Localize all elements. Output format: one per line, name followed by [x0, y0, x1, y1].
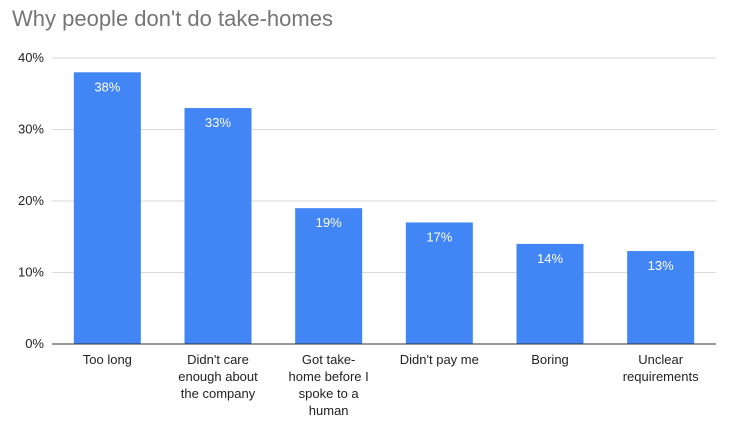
data-label: 33% — [205, 115, 231, 130]
x-tick-label: spoke to a — [299, 386, 360, 401]
x-tick-label: Got take- — [302, 352, 355, 367]
data-label: 13% — [648, 258, 674, 273]
y-tick-label: 20% — [18, 193, 44, 208]
x-tick-label: requirements — [623, 369, 699, 384]
bar — [627, 251, 695, 344]
x-tick-label: human — [309, 403, 349, 418]
y-tick-label: 30% — [18, 122, 44, 137]
x-tick-label: home before I — [289, 369, 369, 384]
y-tick-label: 10% — [18, 265, 44, 280]
data-label: 38% — [94, 79, 120, 94]
bar — [295, 208, 363, 344]
x-tick-label: Too long — [83, 352, 132, 367]
chart-title: Why people don't do take-homes — [12, 6, 333, 31]
x-tick-label: Didn't care — [187, 352, 249, 367]
data-label: 17% — [426, 229, 452, 244]
y-tick-label: 0% — [25, 336, 44, 351]
data-label: 14% — [537, 251, 563, 266]
bar — [184, 108, 252, 344]
bar — [405, 222, 473, 344]
y-tick-label: 40% — [18, 50, 44, 65]
x-tick-label: enough about — [178, 369, 258, 384]
bar — [73, 72, 141, 345]
x-tick-label: Didn't pay me — [400, 352, 479, 367]
x-tick-label: Boring — [531, 352, 569, 367]
x-tick-label: Unclear — [638, 352, 683, 367]
data-label: 19% — [316, 215, 342, 230]
x-tick-label: the company — [181, 386, 256, 401]
bar — [516, 243, 584, 344]
